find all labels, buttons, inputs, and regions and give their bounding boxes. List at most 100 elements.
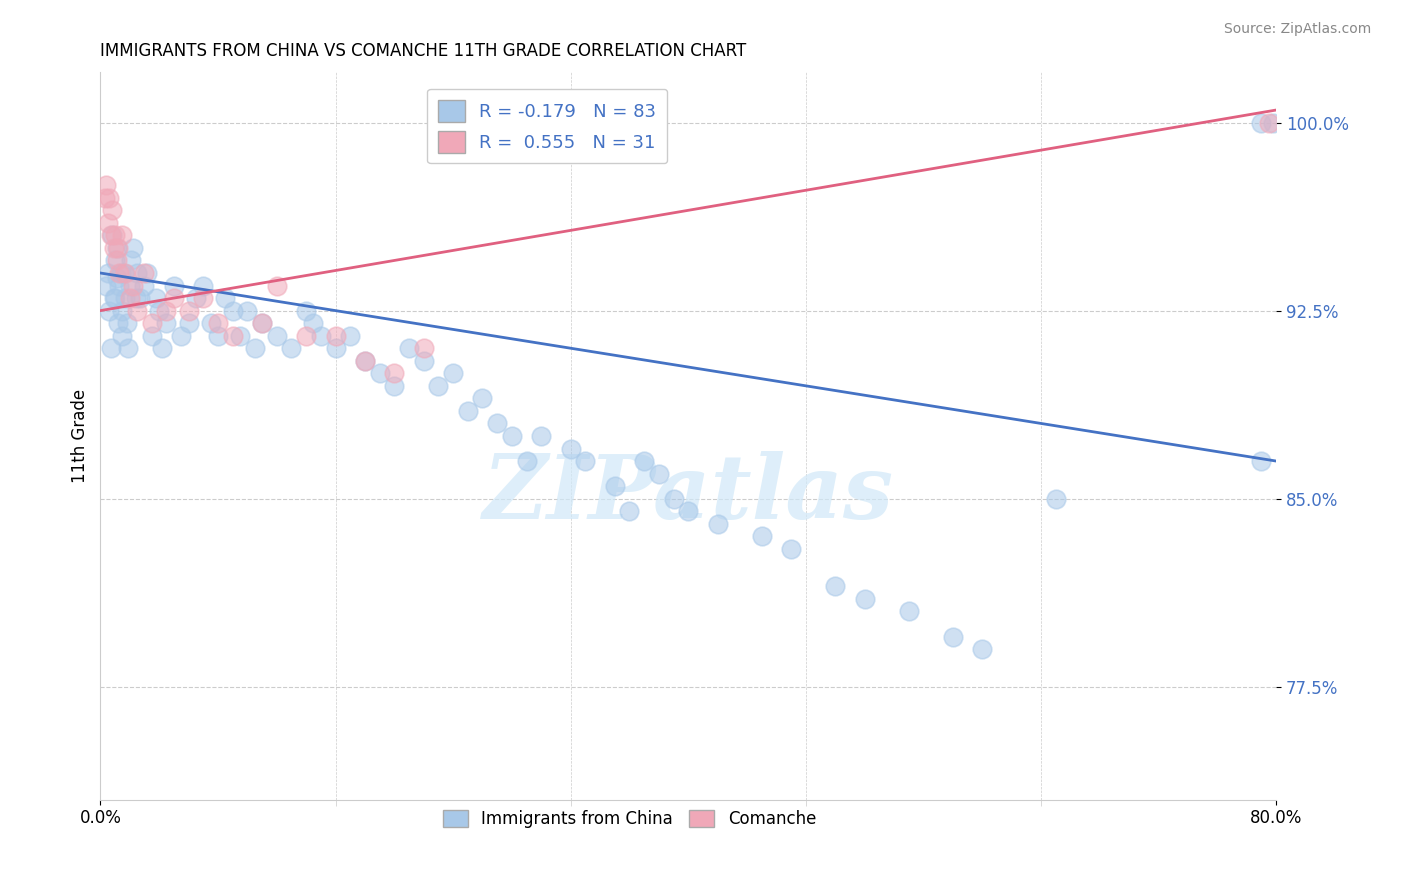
Point [97,216,120,230]
Point [104,291,127,305]
Point [193,291,215,305]
Point [382,379,405,393]
Point [354,353,377,368]
Point [412,341,434,355]
Point [115,316,138,330]
Point [193,278,215,293]
Point [155,303,177,318]
Point [441,366,464,380]
Point [603,479,626,493]
Point [96,178,118,193]
Point [110,266,132,280]
Point [295,328,318,343]
Point [897,605,920,619]
Point [243,341,266,355]
Point [104,253,127,268]
Point [117,341,139,355]
Point [229,328,252,343]
Text: Source: ZipAtlas.com: Source: ZipAtlas.com [1223,22,1371,37]
Text: ZIPatlas: ZIPatlas [482,450,894,537]
Point [105,241,128,255]
Point [104,228,127,243]
Point [184,291,207,305]
Point [972,642,994,657]
Point [108,266,131,280]
Point [170,328,193,343]
Point [100,228,122,243]
Point [302,316,325,330]
Point [111,228,134,243]
Point [486,417,509,431]
Point [266,278,288,293]
Point [471,392,494,406]
Point [619,504,641,518]
Point [150,341,173,355]
Point [853,591,876,606]
Point [662,491,685,506]
Point [221,303,243,318]
Point [325,341,347,355]
Point [200,316,222,330]
Point [145,291,167,305]
Point [309,328,332,343]
Point [427,379,450,393]
Point [127,303,149,318]
Point [134,266,156,280]
Point [103,291,125,305]
Point [98,303,121,318]
Point [98,191,121,205]
Point [648,467,671,481]
Point [207,316,229,330]
Point [530,429,553,443]
Point [100,341,122,355]
Point [236,303,259,318]
Point [141,328,163,343]
Point [105,271,128,285]
Point [574,454,596,468]
Point [121,278,143,293]
Point [354,353,377,368]
Point [103,241,125,255]
Point [412,353,434,368]
Point [155,316,177,330]
Point [1257,115,1279,129]
Text: IMMIGRANTS FROM CHINA VS COMANCHE 11TH GRADE CORRELATION CHART: IMMIGRANTS FROM CHINA VS COMANCHE 11TH G… [100,42,747,60]
Point [120,253,142,268]
Point [457,404,479,418]
Point [105,253,128,268]
Point [295,303,318,318]
Point [101,228,124,243]
Point [250,316,273,330]
Point [382,366,405,380]
Point [207,328,229,343]
Point [177,316,200,330]
Point [633,454,655,468]
Legend: Immigrants from China, Comanche: Immigrants from China, Comanche [436,804,823,835]
Point [1250,454,1272,468]
Point [107,316,129,330]
Y-axis label: 11th Grade: 11th Grade [72,389,89,483]
Point [501,429,523,443]
Point [108,278,131,293]
Point [368,366,391,380]
Point [250,316,273,330]
Point [1045,491,1067,506]
Point [280,341,302,355]
Point [148,303,170,318]
Point [325,328,347,343]
Point [780,541,803,556]
Point [163,278,186,293]
Point [134,278,156,293]
Point [163,291,186,305]
Point [676,504,699,518]
Point [112,266,135,280]
Point [114,291,136,305]
Point [107,241,129,255]
Point [94,191,117,205]
Point [177,303,200,318]
Point [942,630,965,644]
Point [124,291,146,305]
Point [127,266,149,280]
Point [118,278,141,293]
Point [121,241,143,255]
